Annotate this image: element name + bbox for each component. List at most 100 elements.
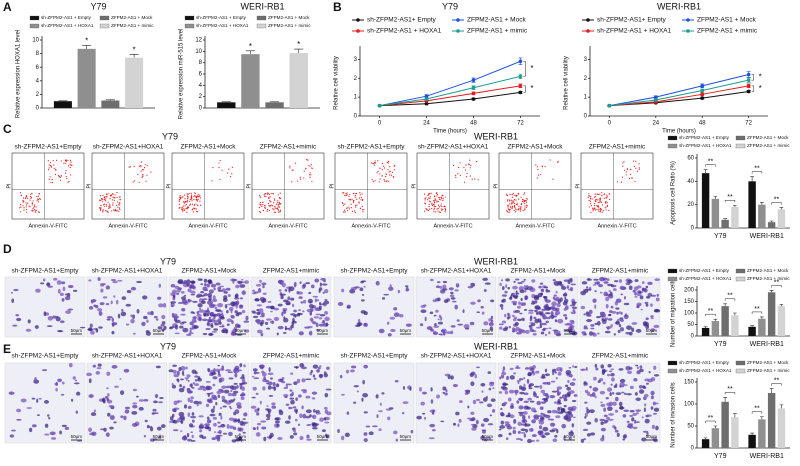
bar [731, 417, 739, 448]
stained-cell [499, 425, 506, 429]
significance: * [759, 72, 762, 81]
stained-cell [191, 412, 195, 416]
flow-event [343, 211, 345, 213]
stained-cell [645, 317, 649, 321]
stained-cell [430, 387, 433, 392]
stained-cell [557, 398, 561, 404]
flow-event [346, 194, 348, 196]
scale-bar-label: 50μm [482, 328, 494, 333]
flow-event [378, 181, 380, 183]
error-bar [723, 303, 727, 307]
stained-cell [569, 382, 576, 386]
stained-cell [542, 426, 549, 432]
stained-cell [620, 293, 624, 296]
flow-event [423, 193, 426, 195]
image-caption: sh-ZFPM2-AS1+HOXA1 [92, 268, 163, 275]
flow-event [540, 173, 542, 176]
stained-cell [274, 420, 281, 424]
stained-cell [259, 400, 262, 405]
flow-event [510, 203, 512, 205]
stained-cell [252, 315, 259, 319]
flow-event [185, 208, 187, 210]
stained-cell [500, 407, 503, 411]
flow-event [186, 195, 188, 197]
stained-cell [297, 312, 301, 317]
image-caption: sh-ZFPM2-AS1+Empty [11, 268, 79, 275]
stained-cell [549, 418, 555, 421]
stained-cell [655, 297, 660, 302]
stained-cell [266, 405, 269, 407]
flow-y-label: PI [493, 183, 499, 189]
significance: * [133, 45, 136, 54]
stained-cell [218, 321, 222, 325]
flow-event [273, 209, 275, 211]
stained-cell [44, 423, 49, 428]
flow-event [616, 181, 619, 183]
stained-cell [217, 394, 221, 398]
stained-cell [442, 386, 447, 391]
stained-cell [540, 314, 544, 317]
flow-event [444, 196, 446, 198]
flow-event [55, 169, 57, 171]
stained-cell [295, 410, 298, 415]
flow-event [358, 197, 361, 199]
stained-cell [389, 284, 392, 288]
stained-cell [317, 366, 321, 370]
point [471, 78, 476, 82]
flow-event [48, 178, 50, 180]
stained-cell [551, 368, 557, 373]
flow-event [598, 210, 600, 212]
stained-cell [527, 438, 532, 444]
stained-cell [181, 296, 187, 301]
stained-cell [642, 385, 646, 389]
stained-cell [270, 305, 275, 310]
stained-cell [615, 320, 620, 325]
stained-cell [386, 321, 390, 325]
stained-cell [287, 296, 291, 301]
bar [767, 393, 776, 448]
stained-cell [518, 405, 524, 410]
stained-cell [319, 282, 322, 287]
flow-event [344, 203, 346, 205]
stained-cell [218, 429, 222, 435]
flow-event [31, 204, 33, 206]
legend-marker [686, 18, 690, 22]
stained-cell [500, 412, 505, 417]
stained-cell [198, 309, 205, 313]
flow-event [511, 196, 514, 198]
stained-cell [541, 322, 548, 326]
stained-cell [429, 278, 434, 282]
stained-cell [193, 320, 197, 323]
stained-cell [174, 324, 178, 330]
stained-cell [131, 411, 138, 415]
stained-cell [401, 412, 405, 415]
flow-event [181, 196, 183, 198]
flow-event [518, 193, 520, 195]
stained-cell [629, 410, 635, 413]
flow-event [388, 171, 390, 173]
flow-event [354, 204, 357, 206]
flow-event [68, 180, 70, 183]
stained-cell [319, 417, 324, 422]
stained-cell [173, 373, 180, 378]
flow-event [262, 203, 264, 206]
stained-cell [483, 417, 490, 423]
stained-cell [501, 320, 507, 324]
flow-event [260, 204, 262, 206]
flow-event [429, 197, 431, 200]
stained-cell [207, 293, 212, 298]
stained-cell [502, 327, 508, 332]
flow-event [49, 176, 51, 178]
stained-cell [196, 311, 200, 315]
flow-event [197, 204, 199, 207]
flow-event [259, 211, 261, 213]
flow-event [294, 162, 297, 164]
stained-cell [107, 412, 111, 417]
stained-cell [226, 323, 230, 326]
significance: ** [708, 308, 714, 315]
stained-cell [568, 366, 572, 369]
flow-event [601, 192, 603, 194]
stained-cell [169, 420, 174, 424]
stained-cell [261, 282, 267, 286]
stained-cell [192, 316, 198, 319]
